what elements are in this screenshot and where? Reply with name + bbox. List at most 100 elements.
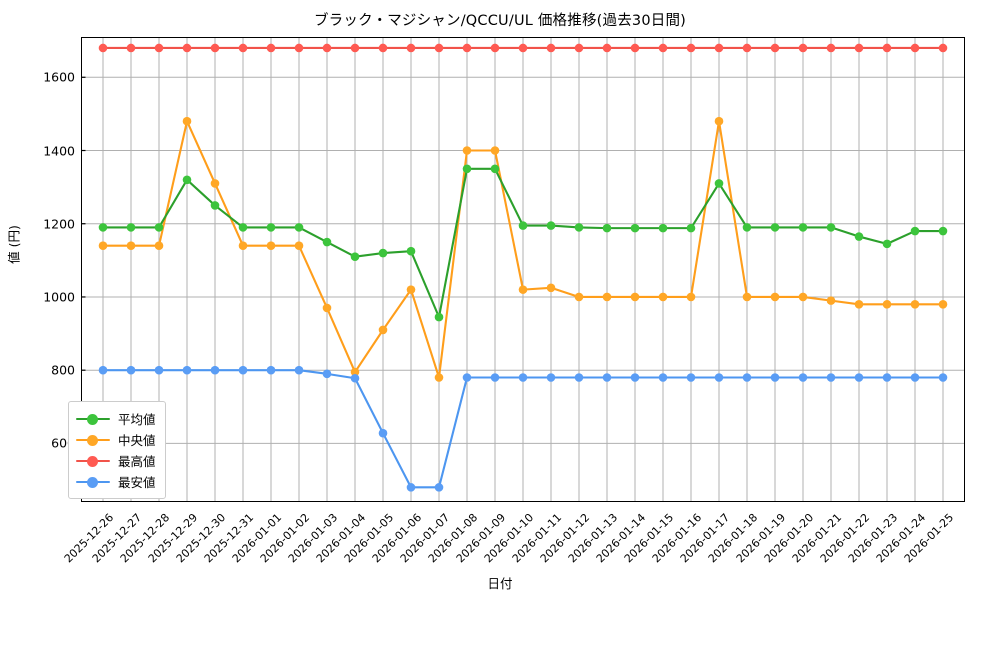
data-point-marker [602, 223, 612, 233]
data-point-marker [126, 43, 136, 53]
data-point-marker [742, 292, 752, 302]
data-point-marker [154, 241, 164, 251]
legend-label: 最安値 [118, 475, 156, 490]
legend-swatch-icon [76, 433, 110, 447]
data-point-marker [714, 116, 724, 126]
y-axis-tick-labels: 600 800 1000 1200 1400 1600 [27, 37, 75, 502]
data-point-marker [770, 223, 780, 232]
plot-area [81, 37, 965, 502]
data-point-marker [462, 146, 472, 155]
data-point-marker [490, 164, 500, 174]
data-point-marker [854, 373, 864, 382]
data-point-marker [798, 43, 808, 53]
data-point-marker [770, 292, 780, 302]
data-point-marker [266, 365, 276, 375]
legend-item-1: 平均値 [76, 408, 156, 429]
data-point-marker [490, 373, 500, 382]
data-point-marker [294, 223, 304, 232]
chart-legend: 平均値中央値最高値最安値 [68, 401, 166, 499]
data-point-marker [322, 237, 332, 247]
legend-item-4: 最安値 [76, 471, 156, 492]
data-point-marker [546, 373, 556, 382]
data-point-marker [882, 43, 892, 53]
data-point-marker [462, 373, 472, 382]
legend-item-3: 最高値 [76, 450, 156, 471]
y-tick-label: 1400 [43, 143, 75, 158]
data-point-marker [210, 365, 220, 375]
data-point-marker [602, 292, 612, 302]
data-point-marker [742, 43, 752, 53]
data-point-marker [434, 43, 444, 53]
legend-item-2: 中央値 [76, 429, 156, 450]
data-point-marker [434, 373, 444, 382]
data-point-marker [518, 373, 528, 382]
legend-label: 中央値 [118, 433, 156, 448]
data-point-marker [938, 226, 948, 236]
legend-swatch-icon [76, 475, 110, 489]
data-point-marker [350, 373, 360, 383]
data-point-marker [910, 373, 920, 382]
data-point-marker [686, 373, 696, 382]
data-point-marker [826, 43, 836, 53]
data-point-marker [742, 223, 752, 232]
data-point-marker [182, 365, 192, 375]
data-point-marker [490, 146, 500, 155]
data-point-marker [462, 43, 472, 53]
data-point-marker [266, 223, 276, 232]
legend-swatch-icon [76, 412, 110, 426]
data-point-marker [798, 373, 808, 382]
chart-figure: ブラック・マジシャン/QCCU/UL 価格推移(過去30日間) 値 (円) 60… [6, 13, 965, 591]
data-point-marker [938, 43, 948, 53]
data-point-marker [602, 373, 612, 382]
legend-label: 平均値 [118, 412, 156, 427]
x-axis-label: 日付 [487, 576, 513, 591]
data-point-marker [770, 43, 780, 53]
data-point-marker [154, 43, 164, 53]
data-point-marker [826, 223, 836, 232]
data-point-marker [154, 223, 164, 232]
data-point-marker [434, 483, 444, 492]
data-point-marker [658, 373, 668, 382]
data-point-marker [266, 43, 276, 53]
y-tick-label: 1000 [43, 289, 75, 305]
data-point-marker [630, 292, 640, 302]
data-point-marker [462, 164, 472, 174]
data-point-marker [658, 292, 668, 302]
data-point-marker [602, 43, 612, 53]
data-point-marker [406, 285, 416, 294]
data-point-marker [742, 373, 752, 382]
data-point-marker [182, 175, 192, 185]
data-point-marker [686, 223, 696, 233]
data-point-marker [294, 365, 304, 375]
data-point-marker [546, 283, 556, 293]
data-point-marker [350, 367, 360, 377]
data-point-marker [126, 365, 136, 375]
data-point-marker [630, 43, 640, 53]
series-lines [98, 43, 948, 492]
data-point-marker [350, 252, 360, 261]
y-tick-label: 1200 [43, 216, 75, 232]
data-point-marker [658, 223, 668, 233]
data-point-marker [322, 43, 332, 53]
plot-svg [81, 37, 965, 502]
data-point-marker [378, 428, 388, 438]
data-point-marker [910, 43, 920, 53]
data-point-marker [574, 292, 584, 302]
data-point-marker [574, 43, 584, 53]
data-point-marker [882, 373, 892, 382]
legend-swatch-icon [76, 454, 110, 468]
data-point-marker [238, 223, 248, 232]
data-point-marker [882, 299, 892, 309]
data-point-marker [294, 43, 304, 53]
data-point-marker [322, 303, 332, 313]
data-point-marker [322, 369, 332, 379]
legend-label: 最高値 [118, 454, 156, 469]
data-point-marker [378, 248, 388, 258]
chart-title: ブラック・マジシャン/QCCU/UL 価格推移(過去30日間) [313, 13, 687, 29]
data-point-marker [686, 292, 696, 302]
data-point-marker [826, 296, 836, 305]
data-point-marker [210, 43, 220, 53]
data-point-marker [854, 232, 864, 241]
data-point-marker [238, 365, 248, 375]
data-point-marker [574, 223, 584, 232]
